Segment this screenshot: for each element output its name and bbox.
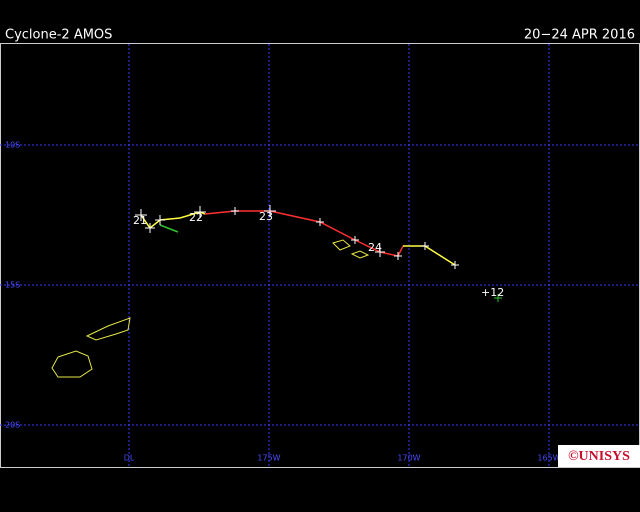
island [51,350,93,378]
track-crosses [135,205,459,269]
lon-label: DL [124,454,135,463]
lon-label: 165W [537,454,560,463]
islands [51,239,370,378]
track-label: 21 [133,214,147,227]
track-label: 24 [368,241,382,254]
lat-label: 10S [5,141,20,150]
track-label: 23 [259,210,273,223]
logo-box [558,445,640,467]
island [332,239,351,251]
lon-label: 170W [397,454,420,463]
graticule [0,44,640,467]
track-segment [204,210,404,257]
logo: ©UNISYS [568,449,630,464]
title: Cyclone-2 AMOS [5,28,112,43]
forecast-cross [494,294,502,302]
lat-label: 15S [5,281,20,290]
track-label: 22 [189,211,203,224]
lat-label: 20S [5,421,20,430]
island [350,250,370,259]
dates: 20−24 APR 2016 [524,28,635,43]
lon-label: 175W [257,454,280,463]
island [85,317,131,341]
track-segment [159,224,179,233]
track-points [135,205,502,302]
track-label: +12 [481,286,504,299]
